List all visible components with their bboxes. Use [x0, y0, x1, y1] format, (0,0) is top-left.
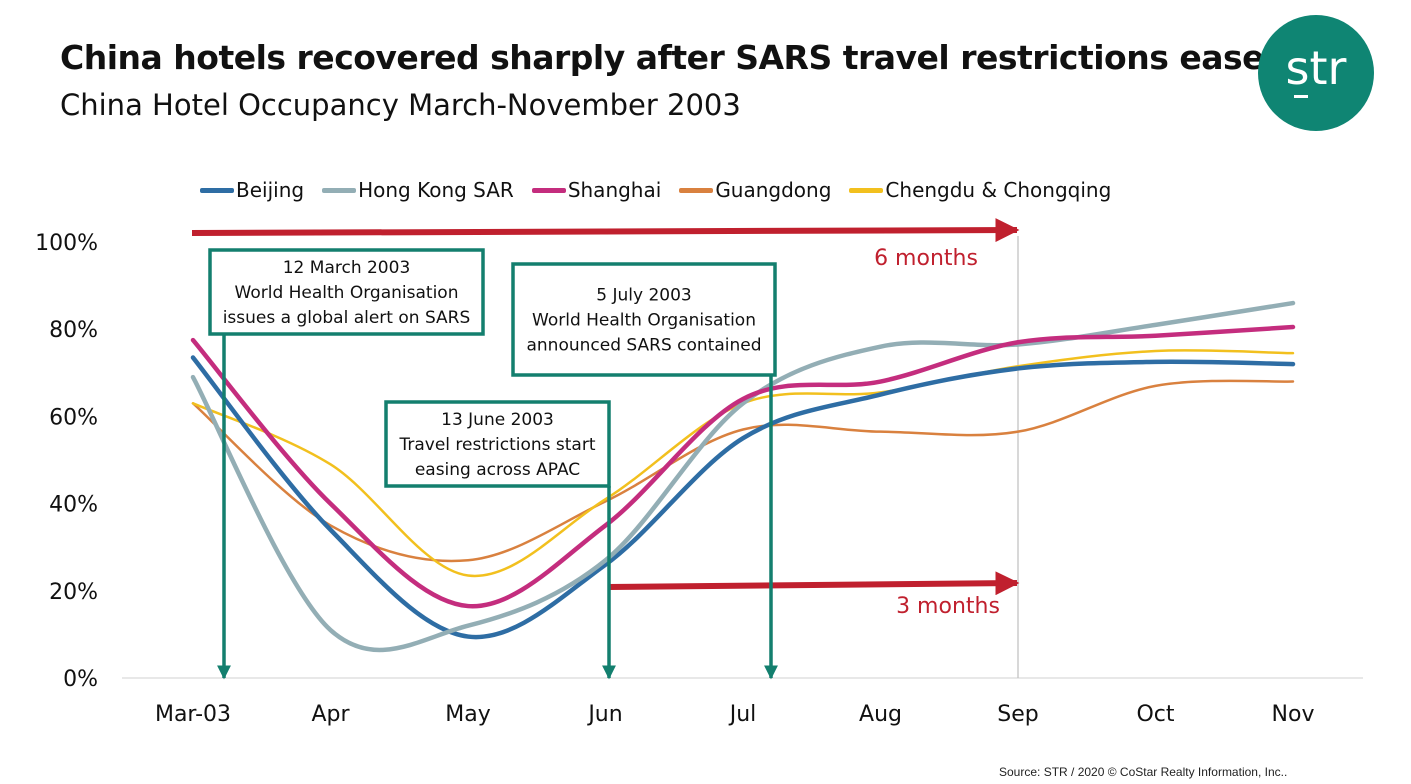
annotation-box: [384, 400, 611, 488]
annotation-text: announced SARS contained: [526, 336, 761, 356]
source-note: Source: STR / 2020 © CoStar Realty Infor…: [999, 765, 1288, 779]
legend-swatch: [531, 187, 566, 193]
series-line-chengdu-chongqing: [191, 349, 1295, 578]
logo-underline: [1294, 95, 1308, 98]
x-tick-label: Nov: [1272, 702, 1315, 727]
legend-item: Hong Kong SAR: [322, 176, 514, 204]
logo-text: str: [1285, 41, 1347, 95]
annotation-box: [511, 262, 777, 377]
x-tick-label: Jul: [728, 702, 757, 727]
series-line-shanghai: [190, 324, 1296, 609]
x-tick-label: May: [445, 702, 490, 727]
str-logo: str: [1258, 15, 1374, 131]
y-tick-label: 100%: [35, 231, 98, 256]
x-tick-label: Oct: [1136, 702, 1174, 727]
legend-label: Chengdu & Chongqing: [885, 178, 1112, 202]
y-tick-label: 20%: [49, 580, 98, 605]
annotation-text: issues a global alert on SARS: [223, 308, 471, 328]
duration-arrow: [191, 218, 1020, 243]
annotation-box: [208, 248, 485, 336]
x-tick-label: Mar-03: [155, 702, 231, 727]
y-tick-label: 80%: [49, 318, 98, 343]
duration-arrow: [608, 571, 1020, 596]
annotation-text: easing across APAC: [415, 460, 580, 480]
x-tick-label: Sep: [997, 702, 1038, 727]
legend-swatch: [679, 187, 714, 193]
annotation-text: 5 July 2003: [596, 286, 691, 306]
y-tick-label: 0%: [63, 667, 98, 692]
legend-label: Hong Kong SAR: [358, 178, 514, 202]
legend-label: Shanghai: [567, 178, 662, 202]
chart-title: China hotels recovered sharply after SAR…: [60, 38, 1288, 77]
series-line-beijing: [190, 355, 1296, 640]
legend-swatch: [322, 187, 357, 193]
y-tick-label: 40%: [49, 493, 98, 518]
legend-item: Chengdu & Chongqing: [849, 176, 1111, 204]
legend-label: Guangdong: [715, 178, 832, 202]
legend-item: Guangdong: [679, 176, 831, 204]
annotation-text: World Health Organisation: [532, 311, 756, 331]
duration-label: 3 months: [896, 594, 1000, 619]
legend-item: Beijing: [200, 176, 304, 204]
chart-legend: Beijing Hong Kong SAR Shanghai Guangdong Che…: [200, 176, 1129, 204]
legend-label: Beijing: [236, 178, 305, 202]
legend-swatch: [200, 187, 234, 193]
annotation-text: 12 March 2003: [283, 258, 411, 278]
legend-swatch: [849, 187, 884, 193]
series-line-guangdong: [191, 379, 1295, 563]
x-tick-label: Apr: [311, 702, 350, 727]
annotation-text: Travel restrictions start: [398, 435, 595, 455]
y-tick-label: 60%: [49, 405, 98, 430]
annotation-text: World Health Organisation: [235, 283, 459, 303]
annotation-text: 13 June 2003: [441, 410, 554, 430]
chart-subtitle: China Hotel Occupancy March-November 200…: [60, 88, 741, 122]
x-tick-label: Jun: [586, 702, 622, 727]
x-tick-label: Aug: [859, 702, 902, 727]
duration-label: 6 months: [874, 246, 978, 271]
legend-item: Shanghai: [531, 176, 662, 204]
